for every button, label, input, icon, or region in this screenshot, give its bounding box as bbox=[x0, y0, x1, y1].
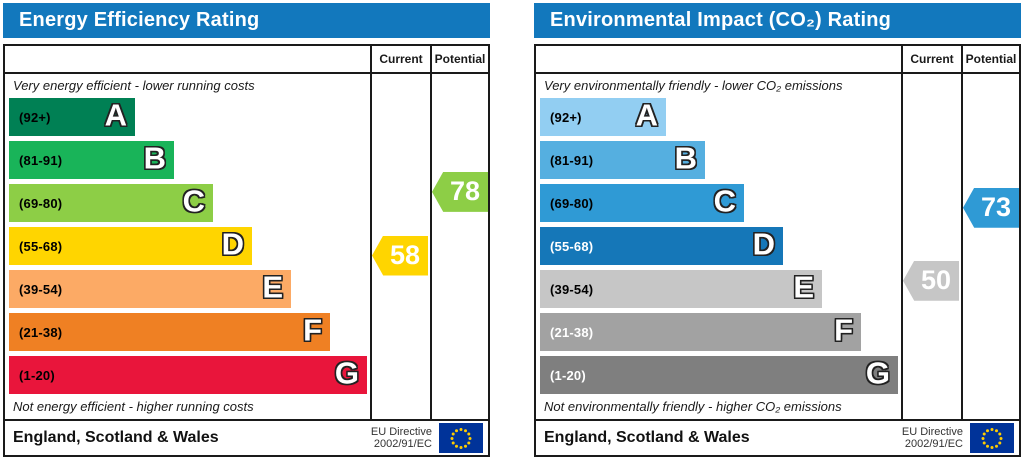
band-bar-f: (21-38) F bbox=[540, 313, 861, 351]
band-row-g: (1-20) G bbox=[540, 356, 1019, 394]
eu-directive-line2: 2002/91/EC bbox=[904, 438, 963, 450]
band-letter: A bbox=[104, 97, 127, 133]
potential-rating-arrow: 73 bbox=[963, 187, 1019, 228]
band-range-label: (81-91) bbox=[550, 152, 594, 168]
band-bar-c: (69-80) C bbox=[540, 184, 744, 222]
band-bar-g: (1-20) G bbox=[9, 356, 367, 394]
top-caption: Very energy efficient - lower running co… bbox=[13, 78, 255, 93]
band-row-f: (21-38) F bbox=[540, 313, 1019, 351]
band-letter: E bbox=[262, 269, 283, 305]
band-range-label: (69-80) bbox=[550, 195, 594, 211]
band-range-label: (55-68) bbox=[19, 238, 63, 254]
band-row-c: (69-80) C bbox=[9, 184, 488, 222]
band-range-label: (55-68) bbox=[550, 238, 594, 254]
current-column-divider bbox=[901, 46, 903, 419]
band-range-label: (39-54) bbox=[550, 281, 594, 297]
band-row-b: (81-91) B bbox=[540, 141, 1019, 179]
eu-flag-icon bbox=[970, 423, 1014, 453]
eu-directive-line1: EU Directive bbox=[901, 426, 963, 438]
band-row-e: (39-54) E bbox=[9, 270, 488, 308]
current-column-header: Current bbox=[910, 52, 954, 66]
band-letter: A bbox=[635, 97, 658, 133]
potential-rating-arrow: 78 bbox=[432, 171, 488, 212]
band-letter: C bbox=[713, 183, 736, 219]
band-range-label: (1-20) bbox=[19, 367, 55, 383]
band-letter: F bbox=[834, 312, 853, 348]
potential-column-divider bbox=[961, 46, 963, 419]
band-row-a: (92+) A bbox=[9, 98, 488, 136]
band-letter: E bbox=[793, 269, 814, 305]
band-row-f: (21-38) F bbox=[9, 313, 488, 351]
chart-title: Energy Efficiency Rating bbox=[19, 9, 260, 31]
band-range-label: (21-38) bbox=[19, 324, 63, 340]
band-letter: D bbox=[752, 226, 775, 262]
band-row-c: (69-80) C bbox=[540, 184, 1019, 222]
environmental-impact-co2-rating-chart: Environmental Impact (CO₂) Rating Curren… bbox=[534, 3, 1021, 457]
band-bar-e: (39-54) E bbox=[9, 270, 291, 308]
potential-column-header: Potential bbox=[965, 52, 1017, 66]
chart-header: Environmental Impact (CO₂) Rating bbox=[534, 3, 1021, 38]
region-label: England, Scotland & Wales bbox=[544, 429, 750, 446]
chart-title: Environmental Impact (CO₂) Rating bbox=[550, 9, 892, 31]
band-range-label: (69-80) bbox=[19, 195, 63, 211]
chart-table: Current Potential Very energy efficient … bbox=[3, 44, 490, 457]
band-range-label: (39-54) bbox=[19, 281, 63, 297]
band-letter: C bbox=[182, 183, 205, 219]
band-row-a: (92+) A bbox=[540, 98, 1019, 136]
band-bar-a: (92+) A bbox=[9, 98, 135, 136]
energy-efficiency-rating-chart: Energy Efficiency Rating Current Potenti… bbox=[3, 3, 490, 457]
chart-footer: England, Scotland & Wales EU Directive 2… bbox=[5, 419, 488, 455]
band-bar-f: (21-38) F bbox=[9, 313, 330, 351]
rating-bands: (92+) A (81-91) B (69-80) C (55-68) D (39-54) E (2… bbox=[5, 98, 488, 394]
eu-directive-label: EU Directive 2002/91/EC bbox=[371, 426, 432, 450]
band-range-label: (1-20) bbox=[550, 367, 586, 383]
band-bar-a: (92+) A bbox=[540, 98, 666, 136]
chart-header: Energy Efficiency Rating bbox=[3, 3, 490, 38]
rating-bands: (92+) A (81-91) B (69-80) C (55-68) D (39-54) E (2… bbox=[536, 98, 1019, 394]
band-range-label: (92+) bbox=[19, 109, 51, 125]
band-bar-b: (81-91) B bbox=[9, 141, 174, 179]
region-label: England, Scotland & Wales bbox=[13, 429, 219, 446]
band-bar-g: (1-20) G bbox=[540, 356, 898, 394]
eu-directive-line2: 2002/91/EC bbox=[373, 438, 432, 450]
band-row-b: (81-91) B bbox=[9, 141, 488, 179]
band-bar-e: (39-54) E bbox=[540, 270, 822, 308]
current-rating-arrow: 50 bbox=[903, 260, 959, 301]
band-row-d: (55-68) D bbox=[540, 227, 1019, 265]
band-range-label: (92+) bbox=[550, 109, 582, 125]
band-bar-c: (69-80) C bbox=[9, 184, 213, 222]
top-caption: Very environmentally friendly - lower CO… bbox=[544, 78, 843, 93]
bottom-caption: Not environmentally friendly - higher CO… bbox=[544, 399, 842, 414]
chart-footer: England, Scotland & Wales EU Directive 2… bbox=[536, 419, 1019, 455]
band-letter: F bbox=[303, 312, 322, 348]
potential-column-header: Potential bbox=[434, 52, 486, 66]
current-column-header: Current bbox=[379, 52, 423, 66]
band-bar-b: (81-91) B bbox=[540, 141, 705, 179]
column-header-row: Current Potential bbox=[536, 46, 1019, 74]
eu-directive-label: EU Directive 2002/91/EC bbox=[902, 426, 963, 450]
band-letter: B bbox=[674, 140, 697, 176]
band-row-d: (55-68) D bbox=[9, 227, 488, 265]
current-rating-arrow: 58 bbox=[372, 235, 428, 276]
column-header-row: Current Potential bbox=[5, 46, 488, 74]
potential-column-divider bbox=[430, 46, 432, 419]
band-range-label: (81-91) bbox=[19, 152, 63, 168]
eu-directive-line1: EU Directive bbox=[370, 426, 432, 438]
band-row-g: (1-20) G bbox=[9, 356, 488, 394]
band-range-label: (21-38) bbox=[550, 324, 594, 340]
bottom-caption: Not energy efficient - higher running co… bbox=[13, 399, 254, 414]
band-letter: G bbox=[865, 355, 890, 391]
band-letter: G bbox=[334, 355, 359, 391]
band-bar-d: (55-68) D bbox=[9, 227, 252, 265]
band-row-e: (39-54) E bbox=[540, 270, 1019, 308]
band-letter: B bbox=[143, 140, 166, 176]
band-letter: D bbox=[221, 226, 244, 262]
current-column-divider bbox=[370, 46, 372, 419]
chart-table: Current Potential Very environmentally f… bbox=[534, 44, 1021, 457]
band-bar-d: (55-68) D bbox=[540, 227, 783, 265]
eu-flag-icon bbox=[439, 423, 483, 453]
